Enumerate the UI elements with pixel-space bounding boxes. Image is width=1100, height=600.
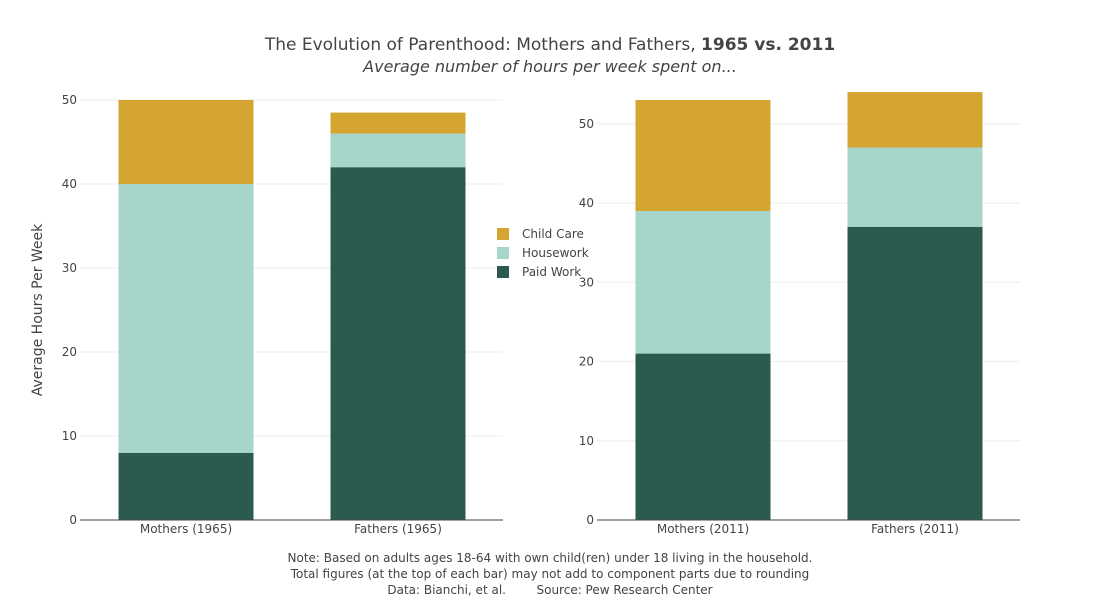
- x-tick-label: Fathers (2011): [871, 522, 959, 536]
- legend-swatch: [497, 247, 509, 259]
- bar-segment-child-care: [847, 92, 983, 148]
- bar-segment-housework: [330, 133, 466, 168]
- bar-segment-paid-work: [847, 226, 983, 520]
- legend-label: Housework: [522, 246, 589, 260]
- y-tick-label: 30: [62, 261, 77, 275]
- y-tick-label: 50: [579, 117, 594, 131]
- y-tick-label: 10: [62, 429, 77, 443]
- y-tick-label: 0: [69, 513, 77, 527]
- y-axis-title: Average Hours Per Week: [30, 223, 46, 396]
- y-tick-label: 40: [579, 196, 594, 210]
- panel-2011: 0 10 20 30 40 50 Mothers (2011) Fathers (2011): [579, 92, 1020, 536]
- bar-segment-housework: [118, 184, 254, 453]
- legend: Child Care Housework Paid Work: [497, 227, 589, 279]
- y-tick-label: 0: [586, 513, 594, 527]
- bar-segment-housework: [635, 210, 771, 354]
- bar-segment-housework: [847, 147, 983, 227]
- y-tick-label: 40: [62, 177, 77, 191]
- chart-subtitle: Average number of hours per week spent o…: [362, 57, 737, 76]
- chart-title: The Evolution of Parenthood: Mothers and…: [264, 35, 835, 55]
- x-tick-label: Mothers (1965): [140, 522, 232, 536]
- note-line: Data: Bianchi, et al. Source: Pew Resear…: [387, 583, 712, 597]
- chart-title-regular: The Evolution of Parenthood: Mothers and…: [264, 35, 701, 55]
- legend-swatch: [497, 228, 509, 240]
- bar-segment-paid-work: [118, 452, 254, 520]
- note-line: Note: Based on adults ages 18-64 with ow…: [288, 551, 813, 565]
- y-tick-label: 10: [579, 434, 594, 448]
- y-tick-label: 20: [62, 345, 77, 359]
- y-tick-label: 50: [62, 93, 77, 107]
- legend-label: Child Care: [522, 227, 584, 241]
- bar-segment-paid-work: [635, 353, 771, 520]
- bar-segment-child-care: [635, 100, 771, 211]
- legend-swatch: [497, 266, 509, 278]
- y-tick-label: 30: [579, 275, 594, 289]
- chart-title-bold: 1965 vs. 2011: [701, 35, 835, 55]
- x-tick-label: Mothers (2011): [657, 522, 749, 536]
- bar-segment-child-care: [118, 100, 254, 184]
- bar-segment-child-care: [330, 112, 466, 134]
- bar-segment-paid-work: [330, 167, 466, 520]
- y-tick-label: 20: [579, 355, 594, 369]
- x-tick-label: Fathers (1965): [354, 522, 442, 536]
- panel-1965: 0 10 20 30 40 50 Mothers (1965) Fathers (1965): [62, 93, 503, 536]
- notes: Note: Based on adults ages 18-64 with ow…: [288, 551, 813, 597]
- legend-label: Paid Work: [522, 265, 581, 279]
- note-line: Total figures (at the top of each bar) m…: [290, 567, 810, 581]
